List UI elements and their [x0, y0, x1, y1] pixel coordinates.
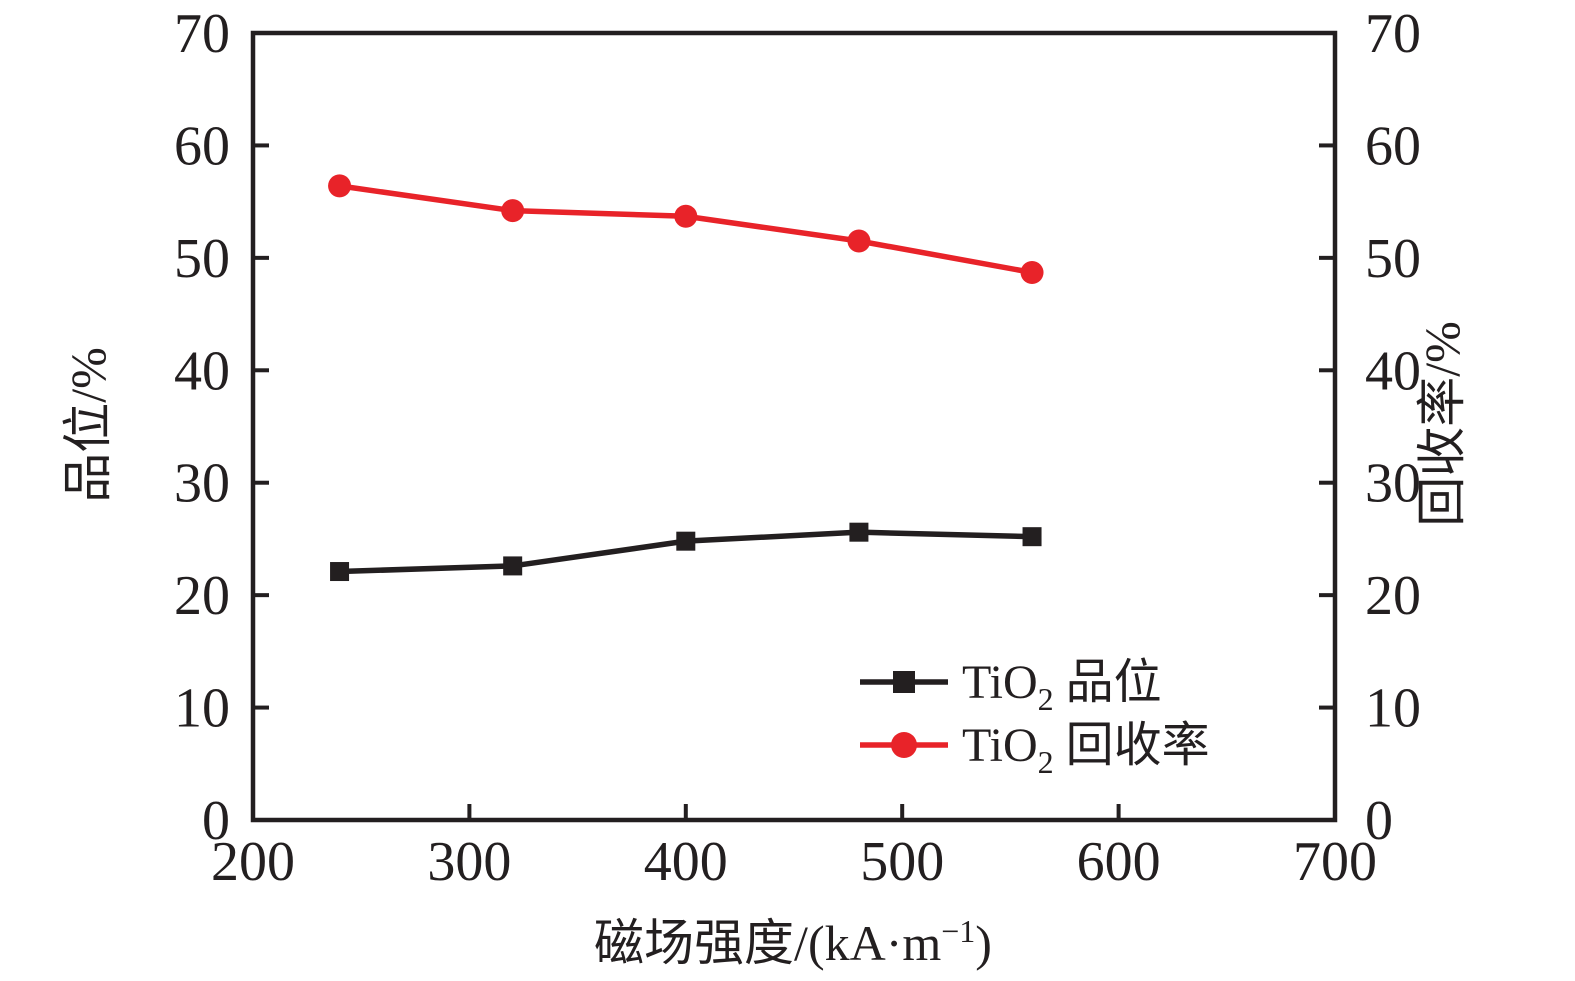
y-axis-title-right: 回收率/%	[1414, 321, 1470, 527]
legend-label-recovery-cn: 回收率	[1054, 719, 1210, 772]
y-tick-label-right-60: 60	[1365, 115, 1421, 177]
y-tick-label-right-10: 10	[1365, 678, 1421, 740]
y-tick-label-left-20: 20	[174, 565, 230, 627]
y-tick-label-left-50: 50	[174, 228, 230, 290]
x-tick-label-500: 500	[860, 831, 944, 893]
legend-entry-grade: TiO2 品位	[860, 656, 1162, 717]
marker-square-grade-x400	[676, 531, 696, 551]
y-tick-label-left-70: 70	[174, 3, 230, 65]
plot-border	[250, 30, 1338, 823]
x-axis-title: 磁场强度/(kA·m−1)	[594, 913, 992, 971]
legend-label-recovery-main: TiO	[962, 719, 1038, 772]
legend-label-grade-subscript: 2	[1038, 681, 1054, 717]
x-tick-label-200: 200	[211, 831, 295, 893]
legend: TiO2 品位 TiO2 回收率	[860, 656, 1210, 780]
marker-circle-recovery-x240	[328, 174, 352, 198]
axes-layer: 0 0 10 10 20 20 30 30 40 40 50 50 60 60 70 70 200 300 400 5…	[174, 3, 1421, 893]
x-tick-label-600: 600	[1077, 831, 1161, 893]
y-tick-label-right-50: 50	[1365, 228, 1421, 290]
legend-label-grade-main: TiO	[962, 656, 1038, 709]
y-tick-label-right-70: 70	[1365, 3, 1421, 65]
marker-circle-recovery-x320	[501, 199, 525, 223]
y-tick-label-right-0: 0	[1365, 790, 1393, 852]
x-tick-label-700: 700	[1293, 831, 1377, 893]
marker-square-grade-x320	[503, 556, 523, 576]
series-line-recovery	[336, 183, 1035, 276]
y-tick-label-right-30: 30	[1365, 453, 1421, 515]
x-tick-label-300: 300	[427, 831, 511, 893]
marker-circle-recovery-x480	[847, 229, 871, 253]
legend-circle-marker-icon	[891, 732, 917, 758]
y-tick-label-right-20: 20	[1365, 565, 1421, 627]
y-axis-title-left: 品位/%	[60, 347, 116, 503]
legend-label-recovery: TiO2 回收率	[962, 719, 1210, 780]
marker-circle-recovery-x400	[674, 204, 698, 228]
x-axis-title-close: )	[975, 915, 992, 971]
legend-label-grade-cn: 品位	[1054, 656, 1162, 709]
x-axis-title-superscript: −1	[941, 913, 975, 949]
marker-square-grade-x560	[1022, 527, 1042, 547]
y-tick-label-left-30: 30	[174, 453, 230, 515]
legend-entry-recovery: TiO2 回收率	[860, 719, 1210, 780]
legend-square-marker-icon	[893, 671, 915, 693]
y-tick-label-left-10: 10	[174, 678, 230, 740]
legend-label-grade: TiO2 品位	[962, 656, 1162, 717]
y-tick-label-left-60: 60	[174, 115, 230, 177]
x-axis-title-main: 磁场强度/(kA·m	[594, 915, 941, 971]
y-tick-label-left-40: 40	[174, 340, 230, 402]
x-tick-label-400: 400	[644, 831, 728, 893]
legend-label-recovery-subscript: 2	[1038, 744, 1054, 780]
y-tick-label-left-0: 0	[202, 790, 230, 852]
marker-square-grade-x240	[330, 562, 350, 582]
y-tick-label-right-40: 40	[1365, 340, 1421, 402]
marker-square-grade-x480	[849, 522, 869, 542]
series-layer	[328, 174, 1044, 582]
marker-circle-recovery-x560	[1020, 260, 1044, 284]
